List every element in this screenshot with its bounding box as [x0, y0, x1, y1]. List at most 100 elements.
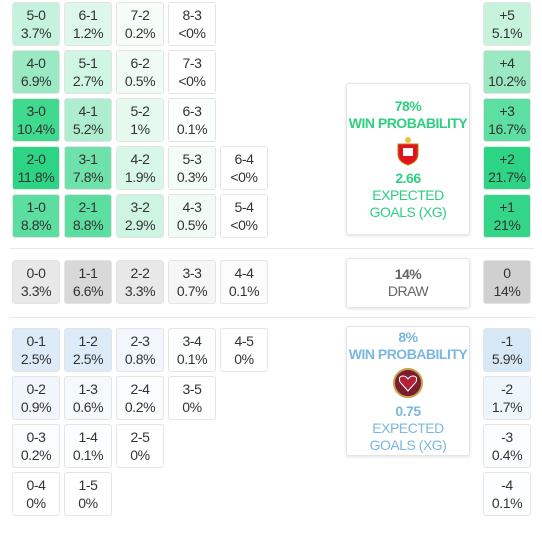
- probability: 1%: [130, 121, 150, 137]
- probability: 0.6%: [72, 399, 104, 415]
- probability: 3.7%: [20, 25, 52, 41]
- home-crest: [397, 136, 419, 166]
- xg-label: EXPECTED GOALS (XG): [369, 186, 447, 220]
- score-cell: 5-2 1%: [116, 98, 164, 142]
- score-cell: 1-0 8.8%: [12, 194, 60, 238]
- scoreline: 6-3: [182, 103, 202, 119]
- score-cell: 2-3 0.8%: [116, 328, 164, 372]
- score-cell: 4-1 5.2%: [64, 98, 112, 142]
- goal-margin: -4: [501, 477, 513, 493]
- probability: 0%: [26, 495, 46, 511]
- probability: 0.4%: [491, 447, 523, 463]
- goal-margin: 0: [503, 265, 511, 281]
- score-cell: 5-4 <0%: [220, 194, 268, 238]
- probability: 2.5%: [20, 351, 52, 367]
- scoreline: 1-0: [26, 199, 46, 215]
- scoreline: 0-4: [26, 477, 46, 493]
- goal-margin: +2: [499, 151, 515, 167]
- draw-label: DRAW: [387, 283, 429, 299]
- scoreline: 8-3: [182, 7, 202, 23]
- score-cell: 3-5 0%: [168, 376, 216, 420]
- draw-panel: 14% DRAW: [346, 258, 470, 308]
- scoreline: 0-2: [26, 381, 46, 397]
- scoreline: 2-4: [130, 381, 150, 397]
- score-cell: 3-2 2.9%: [116, 194, 164, 238]
- win-label: WIN PROBABILITY: [348, 345, 468, 362]
- score-cell: 4-3 0.5%: [168, 194, 216, 238]
- scoreline: 4-4: [234, 265, 254, 281]
- probability: 3.3%: [20, 283, 52, 299]
- score-cell: 4-4 0.1%: [220, 260, 268, 304]
- scoreline: 4-1: [78, 103, 98, 119]
- probability: <0%: [230, 217, 258, 233]
- probability: <0%: [230, 169, 258, 185]
- score-cell: +4 10.2%: [483, 50, 531, 94]
- score-cell: 5-1 2.7%: [64, 50, 112, 94]
- score-cell: 7-2 0.2%: [116, 2, 164, 46]
- probability: 5.2%: [72, 121, 104, 137]
- scoreline: 2-5: [130, 429, 150, 445]
- scoreline: 2-3: [130, 333, 150, 349]
- probability: 21.7%: [488, 169, 526, 185]
- probability: 0.9%: [20, 399, 52, 415]
- away-crest: [393, 367, 423, 398]
- scoreline: 1-1: [78, 265, 98, 281]
- score-cell: 1-2 2.5%: [64, 328, 112, 372]
- probability: 0%: [182, 399, 202, 415]
- scoreline: 1-2: [78, 333, 98, 349]
- score-cell: 1-3 0.6%: [64, 376, 112, 420]
- scoreline: 5-1: [78, 55, 98, 71]
- probability: 10.4%: [17, 121, 55, 137]
- score-cell: 2-1 8.8%: [64, 194, 112, 238]
- score-cell: 5-0 3.7%: [12, 2, 60, 46]
- score-cell: 0-2 0.9%: [12, 376, 60, 420]
- scoreline: 4-2: [130, 151, 150, 167]
- scoreline: 6-4: [234, 151, 254, 167]
- scoreline: 2-2: [130, 265, 150, 281]
- probability: 11.8%: [17, 169, 55, 185]
- probability: 1.7%: [491, 399, 523, 415]
- score-cell: 0-0 3.3%: [12, 260, 60, 304]
- probability: 5.1%: [491, 25, 523, 41]
- score-cell: 4-2 1.9%: [116, 146, 164, 190]
- probability: 8.8%: [72, 217, 104, 233]
- win-probability: 78%: [394, 97, 422, 114]
- goal-margin: +1: [499, 199, 515, 215]
- scoreline: 2-0: [26, 151, 46, 167]
- scoreline: 4-3: [182, 199, 202, 215]
- scoreline: 2-1: [78, 199, 98, 215]
- score-cell: +5 5.1%: [483, 2, 531, 46]
- scoreline: 5-3: [182, 151, 202, 167]
- probability: 3.3%: [124, 283, 156, 299]
- score-cell: 2-2 3.3%: [116, 260, 164, 304]
- win-label: WIN PROBABILITY: [348, 114, 468, 131]
- scoreline: 4-0: [26, 55, 46, 71]
- score-cell: 2-4 0.2%: [116, 376, 164, 420]
- scoreline: 1-5: [78, 477, 98, 493]
- score-cell: +1 21%: [483, 194, 531, 238]
- probability: 2.7%: [72, 73, 104, 89]
- scoreline: 3-1: [78, 151, 98, 167]
- scoreline: 0-3: [26, 429, 46, 445]
- xg-label: EXPECTED GOALS (XG): [369, 419, 447, 453]
- scoreline: 6-1: [78, 7, 98, 23]
- divider: [10, 248, 534, 249]
- score-cell: 8-3 <0%: [168, 2, 216, 46]
- scoreline: 3-2: [130, 199, 150, 215]
- probability: 0.1%: [228, 283, 260, 299]
- probability: 2.5%: [72, 351, 104, 367]
- score-cell: 0-3 0.2%: [12, 424, 60, 468]
- score-cell: -1 5.9%: [483, 328, 531, 372]
- probability: 0.1%: [491, 495, 523, 511]
- score-cell: +2 21.7%: [483, 146, 531, 190]
- divider: [10, 317, 534, 318]
- probability: <0%: [178, 73, 206, 89]
- probability: 16.7%: [488, 121, 526, 137]
- score-cell: 0-1 2.5%: [12, 328, 60, 372]
- score-cell: 3-0 10.4%: [12, 98, 60, 142]
- score-cell: 1-1 6.6%: [64, 260, 112, 304]
- home-panel: 78% WIN PROBABILITY 2.66 EXPECTED GOALS …: [346, 83, 470, 235]
- goal-margin: -1: [501, 333, 513, 349]
- probability: 21%: [493, 217, 521, 233]
